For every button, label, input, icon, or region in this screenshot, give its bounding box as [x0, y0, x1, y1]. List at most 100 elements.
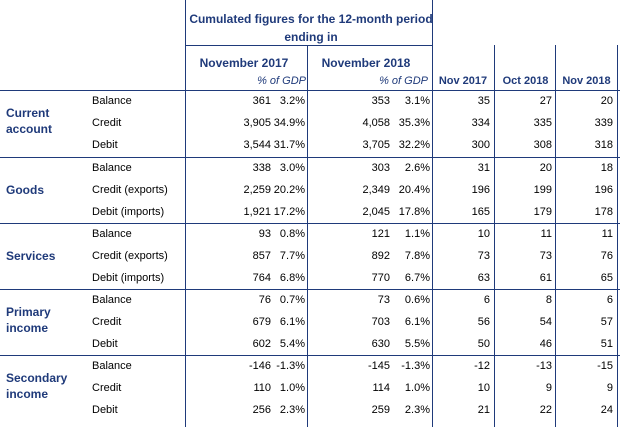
header-left-border [185, 0, 186, 427]
cell-m3: 51 [600, 338, 613, 350]
row-label: Credit [92, 117, 122, 129]
cell-v2017: 1,921 [243, 206, 271, 218]
row-label: Balance [92, 162, 132, 174]
cell-m2: 8 [545, 294, 552, 306]
cell-v2017: 679 [252, 316, 271, 328]
section-separator [0, 355, 620, 356]
row-label: Debit [92, 338, 118, 350]
cell-v2018: 703 [371, 316, 390, 328]
row-label: Balance [92, 294, 132, 306]
cell-m1: 334 [471, 117, 490, 129]
cell-v2018: 770 [371, 272, 390, 284]
cell-m1: 73 [477, 250, 490, 262]
cell-m2: 11 [540, 228, 552, 240]
cell-m1: 300 [471, 139, 490, 151]
cell-m3: 18 [600, 162, 613, 174]
cell-v2017: 2,259 [243, 184, 271, 196]
cell-v2018: -145 [367, 360, 390, 372]
cell-p2017: -1.3% [276, 360, 305, 372]
cell-p2018: 6.7% [404, 272, 430, 284]
cell-p2018: 6.1% [404, 316, 430, 328]
header-divider-nov [555, 45, 556, 427]
cell-v2017: 93 [258, 228, 271, 240]
header-divider-monthly [432, 0, 433, 427]
cell-v2017: 110 [253, 382, 271, 394]
section-separator [0, 157, 620, 158]
cell-m1: 63 [477, 272, 490, 284]
pct-gdp-2018: % of GDP [379, 75, 428, 87]
cell-p2017: 3.0% [279, 162, 305, 174]
header-month-nov-2017: Nov 2017 [438, 75, 488, 87]
cell-v2017: 3,544 [243, 139, 271, 151]
cell-p2017: 5.4% [279, 338, 305, 350]
cell-m2: 179 [533, 206, 552, 218]
section-separator [0, 289, 620, 290]
cell-m3: -15 [597, 360, 613, 372]
pct-gdp-2017: % of GDP [257, 75, 306, 87]
cell-p2018: 17.8% [398, 206, 430, 218]
cell-v2018: 353 [371, 95, 390, 107]
row-label: Credit (exports) [92, 184, 168, 196]
cell-v2017: 338 [252, 162, 271, 174]
cell-m3: 339 [594, 117, 613, 129]
cell-m3: 178 [594, 206, 613, 218]
cell-p2017: 31.7% [273, 139, 305, 151]
cell-m1: 10 [477, 228, 490, 240]
cell-p2017: 6.1% [279, 316, 305, 328]
cell-p2018: -1.3% [401, 360, 430, 372]
cell-p2017: 0.8% [279, 228, 305, 240]
cell-m2: 308 [533, 139, 552, 151]
cell-m2: 9 [545, 382, 552, 394]
section-title: Primary income [6, 305, 51, 335]
cell-v2018: 630 [371, 338, 390, 350]
cell-v2017: 764 [252, 272, 271, 284]
cell-p2018: 7.8% [404, 250, 430, 262]
cell-m3: 24 [600, 404, 613, 416]
cell-p2018: 2.3% [404, 404, 430, 416]
cell-v2017: 76 [258, 294, 271, 306]
row-label: Credit [92, 316, 122, 328]
cell-m1: 56 [477, 316, 490, 328]
cell-v2018: 3,705 [362, 139, 390, 151]
row-label: Balance [92, 95, 132, 107]
header-rule-header-bottom [0, 90, 620, 91]
cell-v2017: 361 [252, 95, 271, 107]
cell-p2017: 34.9% [273, 117, 305, 129]
cell-m3: 196 [594, 184, 613, 196]
cell-v2017: -146 [248, 360, 271, 372]
cell-p2017: 1.0% [279, 382, 305, 394]
cell-m1: 35 [477, 95, 490, 107]
cell-p2018: 3.1% [404, 95, 430, 107]
cell-m1: -12 [474, 360, 490, 372]
cell-m2: 54 [539, 316, 552, 328]
cell-m1: 165 [471, 206, 490, 218]
cell-p2017: 6.8% [279, 272, 305, 284]
cell-m3: 57 [600, 316, 613, 328]
row-label: Debit [92, 139, 118, 151]
cell-m3: 65 [600, 272, 613, 284]
header-nov-2018: November 2018 [321, 56, 411, 70]
cell-p2017: 3.2% [279, 95, 305, 107]
cell-m1: 10 [477, 382, 490, 394]
cell-m2: 46 [539, 338, 552, 350]
header-month-oct-2018: Oct 2018 [502, 75, 549, 87]
cell-m1: 196 [471, 184, 490, 196]
header-nov-2017: November 2017 [199, 56, 289, 70]
cell-v2018: 259 [371, 404, 390, 416]
cell-m2: 20 [539, 162, 552, 174]
cell-m3: 76 [600, 250, 613, 262]
header-right-border [617, 45, 618, 427]
cell-p2018: 32.2% [398, 139, 430, 151]
row-label: Credit (exports) [92, 250, 168, 262]
cell-m3: 20 [600, 95, 613, 107]
section-title: Secondary income [6, 371, 68, 401]
cell-p2017: 20.2% [273, 184, 305, 196]
cell-m3: 11 [601, 228, 613, 240]
cell-p2017: 17.2% [273, 206, 305, 218]
cell-m2: 199 [533, 184, 552, 196]
cell-v2018: 892 [371, 250, 390, 262]
cell-v2018: 73 [377, 294, 390, 306]
cell-p2018: 35.3% [398, 117, 430, 129]
header-divider-oct [494, 45, 495, 427]
cell-v2017: 857 [252, 250, 271, 262]
